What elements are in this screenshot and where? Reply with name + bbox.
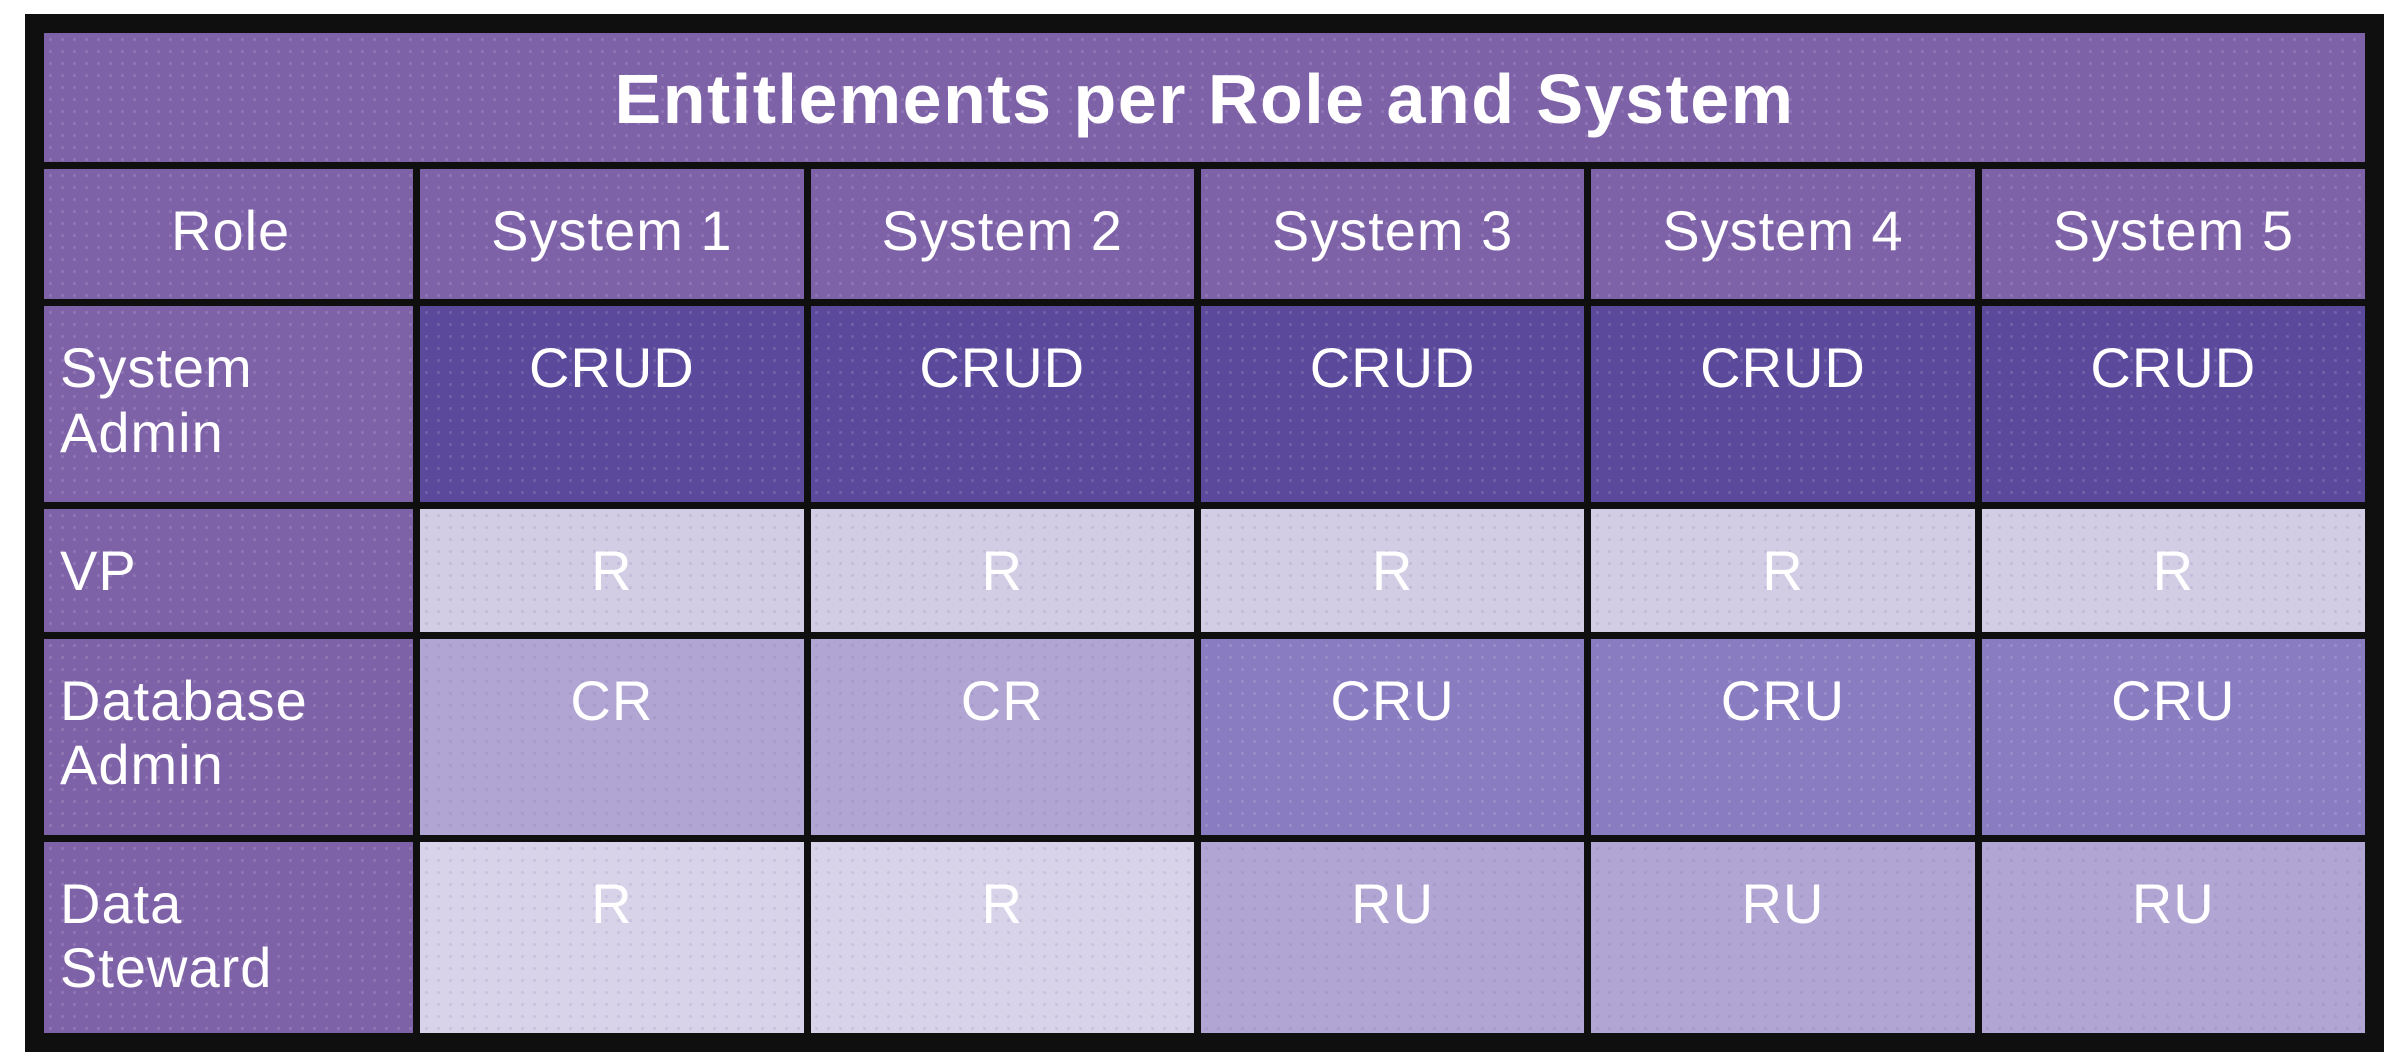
cell-system-admin-system-5: CRUD: [1974, 299, 2373, 510]
cell-database-admin-system-1: CR: [413, 632, 811, 843]
cell-data-steward-system-4: RU: [1584, 835, 1982, 1040]
cell-vp-system-5: R: [1974, 502, 2373, 640]
cell-system-admin-system-1: CRUD: [413, 299, 811, 510]
cell-system-admin-system-2: CRUD: [803, 299, 1201, 510]
cell-system-admin-system-3: CRUD: [1193, 299, 1592, 510]
cell-data-steward-system-2: R: [803, 835, 1201, 1040]
cell-data-steward-system-3: RU: [1193, 835, 1592, 1040]
row-label-vp: VP: [36, 502, 421, 640]
col-header-system-4: System 4: [1584, 162, 1982, 307]
col-header-system-3: System 3: [1193, 162, 1592, 307]
row-system-admin: System Admin CRUD CRUD CRUD CRUD CRUD: [36, 299, 2373, 510]
row-vp: VP R R R R R: [36, 502, 2373, 640]
row-label-data-steward: Data Steward: [36, 835, 421, 1040]
cell-data-steward-system-5: RU: [1974, 835, 2373, 1040]
cell-database-admin-system-2: CR: [803, 632, 1201, 843]
col-header-role: Role: [36, 162, 421, 307]
entitlements-matrix: Entitlements per Role and System Role Sy…: [36, 25, 2373, 1040]
row-data-steward: Data Steward R R RU RU RU: [36, 835, 2373, 1040]
cell-vp-system-4: R: [1584, 502, 1982, 640]
cell-data-steward-system-1: R: [413, 835, 811, 1040]
cell-vp-system-1: R: [413, 502, 811, 640]
cell-system-admin-system-4: CRUD: [1584, 299, 1982, 510]
cell-database-admin-system-5: CRU: [1974, 632, 2373, 843]
cell-database-admin-system-4: CRU: [1584, 632, 1982, 843]
cell-vp-system-3: R: [1193, 502, 1592, 640]
row-database-admin: Database Admin CR CR CRU CRU CRU: [36, 632, 2373, 843]
col-header-system-2: System 2: [803, 162, 1201, 307]
cell-vp-system-2: R: [803, 502, 1201, 640]
table-title: Entitlements per Role and System: [37, 25, 2372, 170]
cell-database-admin-system-3: CRU: [1193, 632, 1592, 843]
row-label-database-admin: Database Admin: [36, 632, 421, 843]
title-row: Entitlements per Role and System: [37, 25, 2372, 170]
col-header-system-5: System 5: [1974, 162, 2373, 307]
row-label-system-admin: System Admin: [36, 299, 421, 510]
header-row: Role System 1 System 2 System 3 System 4…: [36, 162, 2373, 307]
entitlements-table: Entitlements per Role and System Role Sy…: [25, 14, 2384, 1052]
col-header-system-1: System 1: [413, 162, 811, 307]
